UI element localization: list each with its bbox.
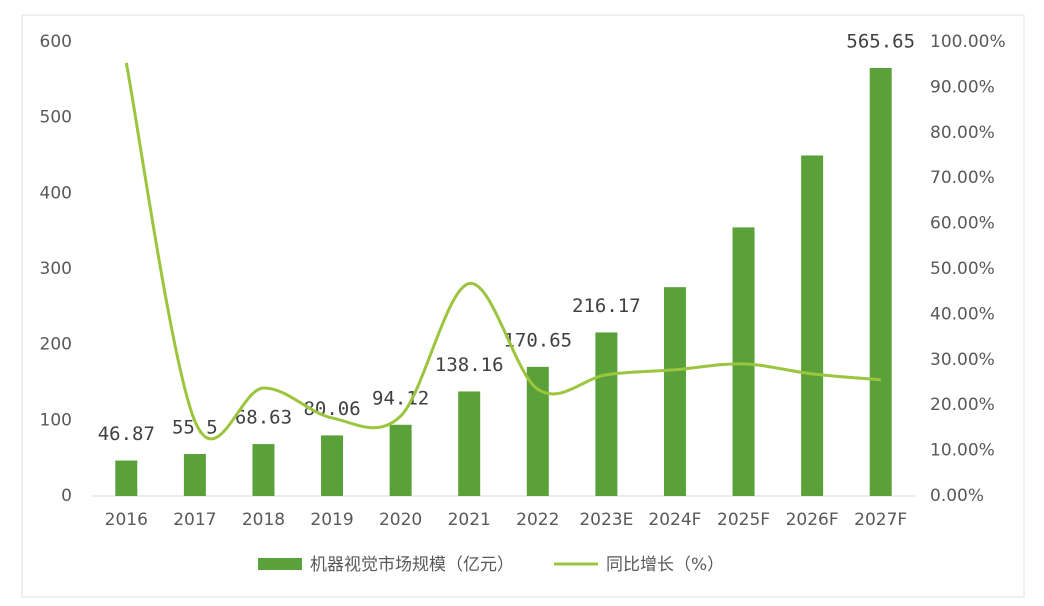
x-tick-label: 2016 — [105, 510, 148, 530]
value-label: 565.65 — [846, 30, 915, 52]
y2-tick-label: 20.00% — [930, 395, 995, 415]
bar — [183, 454, 206, 496]
y2-tick-label: 90.00% — [930, 77, 995, 97]
x-tick-label: 2024F — [648, 510, 701, 530]
bar — [869, 67, 892, 496]
y-tick-label: 300 — [40, 259, 72, 279]
y-tick-label: 400 — [40, 183, 72, 203]
x-tick-label: 2019 — [310, 510, 353, 530]
value-label: 55.5 — [172, 417, 218, 439]
bar — [252, 444, 275, 496]
chart-frame — [21, 14, 1025, 598]
x-tick-label: 2018 — [242, 510, 285, 530]
x-tick-label: 2027F — [854, 510, 907, 530]
bar — [732, 227, 755, 496]
value-label: 216.17 — [572, 295, 641, 317]
x-tick-label: 2022 — [516, 510, 559, 530]
y-tick-label: 200 — [40, 335, 72, 355]
value-label: 94.12 — [372, 387, 429, 409]
legend-label: 同比增长（%） — [606, 555, 724, 575]
bar — [115, 460, 138, 496]
y-tick-label: 0 — [61, 486, 72, 506]
bar — [595, 332, 618, 496]
y-tick-label: 500 — [40, 108, 72, 128]
y2-tick-label: 10.00% — [930, 441, 995, 461]
y2-tick-label: 80.00% — [930, 123, 995, 143]
value-label: 46.87 — [98, 423, 155, 445]
value-label: 170.65 — [503, 329, 572, 351]
y-tick-label: 100 — [40, 410, 72, 430]
bar — [801, 155, 824, 496]
y2-tick-label: 100.00% — [930, 32, 1006, 52]
bar — [458, 391, 481, 496]
bar — [389, 424, 412, 496]
value-label: 80.06 — [303, 398, 360, 420]
x-tick-label: 2023E — [579, 510, 633, 530]
legend-swatch — [258, 558, 302, 570]
x-tick-label: 2021 — [448, 510, 491, 530]
y2-tick-label: 70.00% — [930, 168, 995, 188]
value-label: 138.16 — [435, 354, 504, 376]
y2-tick-label: 60.00% — [930, 214, 995, 234]
legend-label: 机器视觉市场规模（亿元） — [310, 555, 514, 575]
y-tick-label: 600 — [40, 32, 72, 52]
y2-tick-label: 30.00% — [930, 350, 995, 370]
y2-tick-label: 40.00% — [930, 304, 995, 324]
x-tick-label: 2020 — [379, 510, 422, 530]
x-tick-label: 2026F — [786, 510, 839, 530]
line — [124, 62, 881, 441]
bar — [526, 366, 549, 496]
y2-tick-label: 0.00% — [930, 486, 984, 506]
x-tick-label: 2017 — [173, 510, 216, 530]
value-label: 68.63 — [235, 407, 292, 429]
bar — [663, 287, 686, 496]
y2-tick-label: 50.00% — [930, 259, 995, 279]
bar — [321, 435, 344, 496]
x-tick-label: 2025F — [717, 510, 770, 530]
